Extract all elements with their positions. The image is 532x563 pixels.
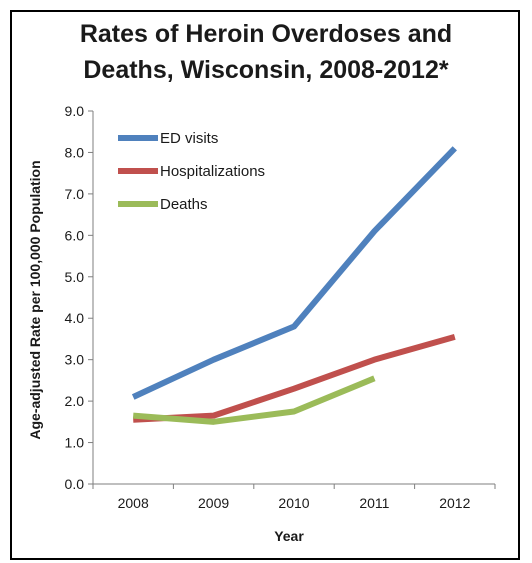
- y-tick-label: 3.0: [65, 352, 85, 368]
- axes: 0.0 1.0 2.0 3.0 4.0 5.0 6.0 7.0 8.0 9.0 2008 2009 20…: [65, 103, 496, 511]
- y-tick-label: 1.0: [65, 435, 85, 451]
- series-line-hospitalizations: [133, 333, 456, 423]
- y-tick-label: 6.0: [65, 227, 85, 243]
- chart-title: Rates of Heroin Overdoses and Deaths, Wi…: [0, 16, 532, 88]
- legend-label-ed-visits: ED visits: [160, 130, 218, 147]
- y-tick-label: 7.0: [65, 186, 85, 202]
- x-tick-label: 2011: [359, 495, 389, 511]
- y-tick-label: 0.0: [65, 476, 85, 492]
- series-line-ed-visits: [131, 146, 457, 400]
- y-tick-label: 9.0: [65, 103, 85, 119]
- x-tick-label: 2008: [118, 495, 149, 511]
- legend-label-deaths: Deaths: [160, 196, 208, 213]
- legend-label-hospitalizations: Hospitalizations: [160, 163, 265, 180]
- x-tick-label: 2009: [198, 495, 229, 511]
- chart-frame: [10, 10, 520, 560]
- x-tick-label: 2010: [278, 495, 309, 511]
- legend: ED visits Hospitalizations Deaths: [118, 130, 265, 213]
- y-tick-label: 5.0: [65, 269, 85, 285]
- chart-title-line-1: Rates of Heroin Overdoses and: [79, 20, 453, 48]
- series-line-deaths: [132, 375, 376, 425]
- chart-title-line-2: Deaths, Wisconsin, 2008-2012*: [83, 56, 449, 84]
- y-tick-label: 8.0: [65, 144, 85, 160]
- series-lines: [131, 146, 457, 425]
- x-tick-label: 2012: [439, 495, 470, 511]
- y-tick-label: 2.0: [65, 393, 85, 409]
- y-tick-label: 4.0: [65, 310, 85, 326]
- x-axis-label: Year: [274, 528, 304, 544]
- y-axis-label: Age-adjusted Rate per 100,000 Population: [27, 160, 43, 439]
